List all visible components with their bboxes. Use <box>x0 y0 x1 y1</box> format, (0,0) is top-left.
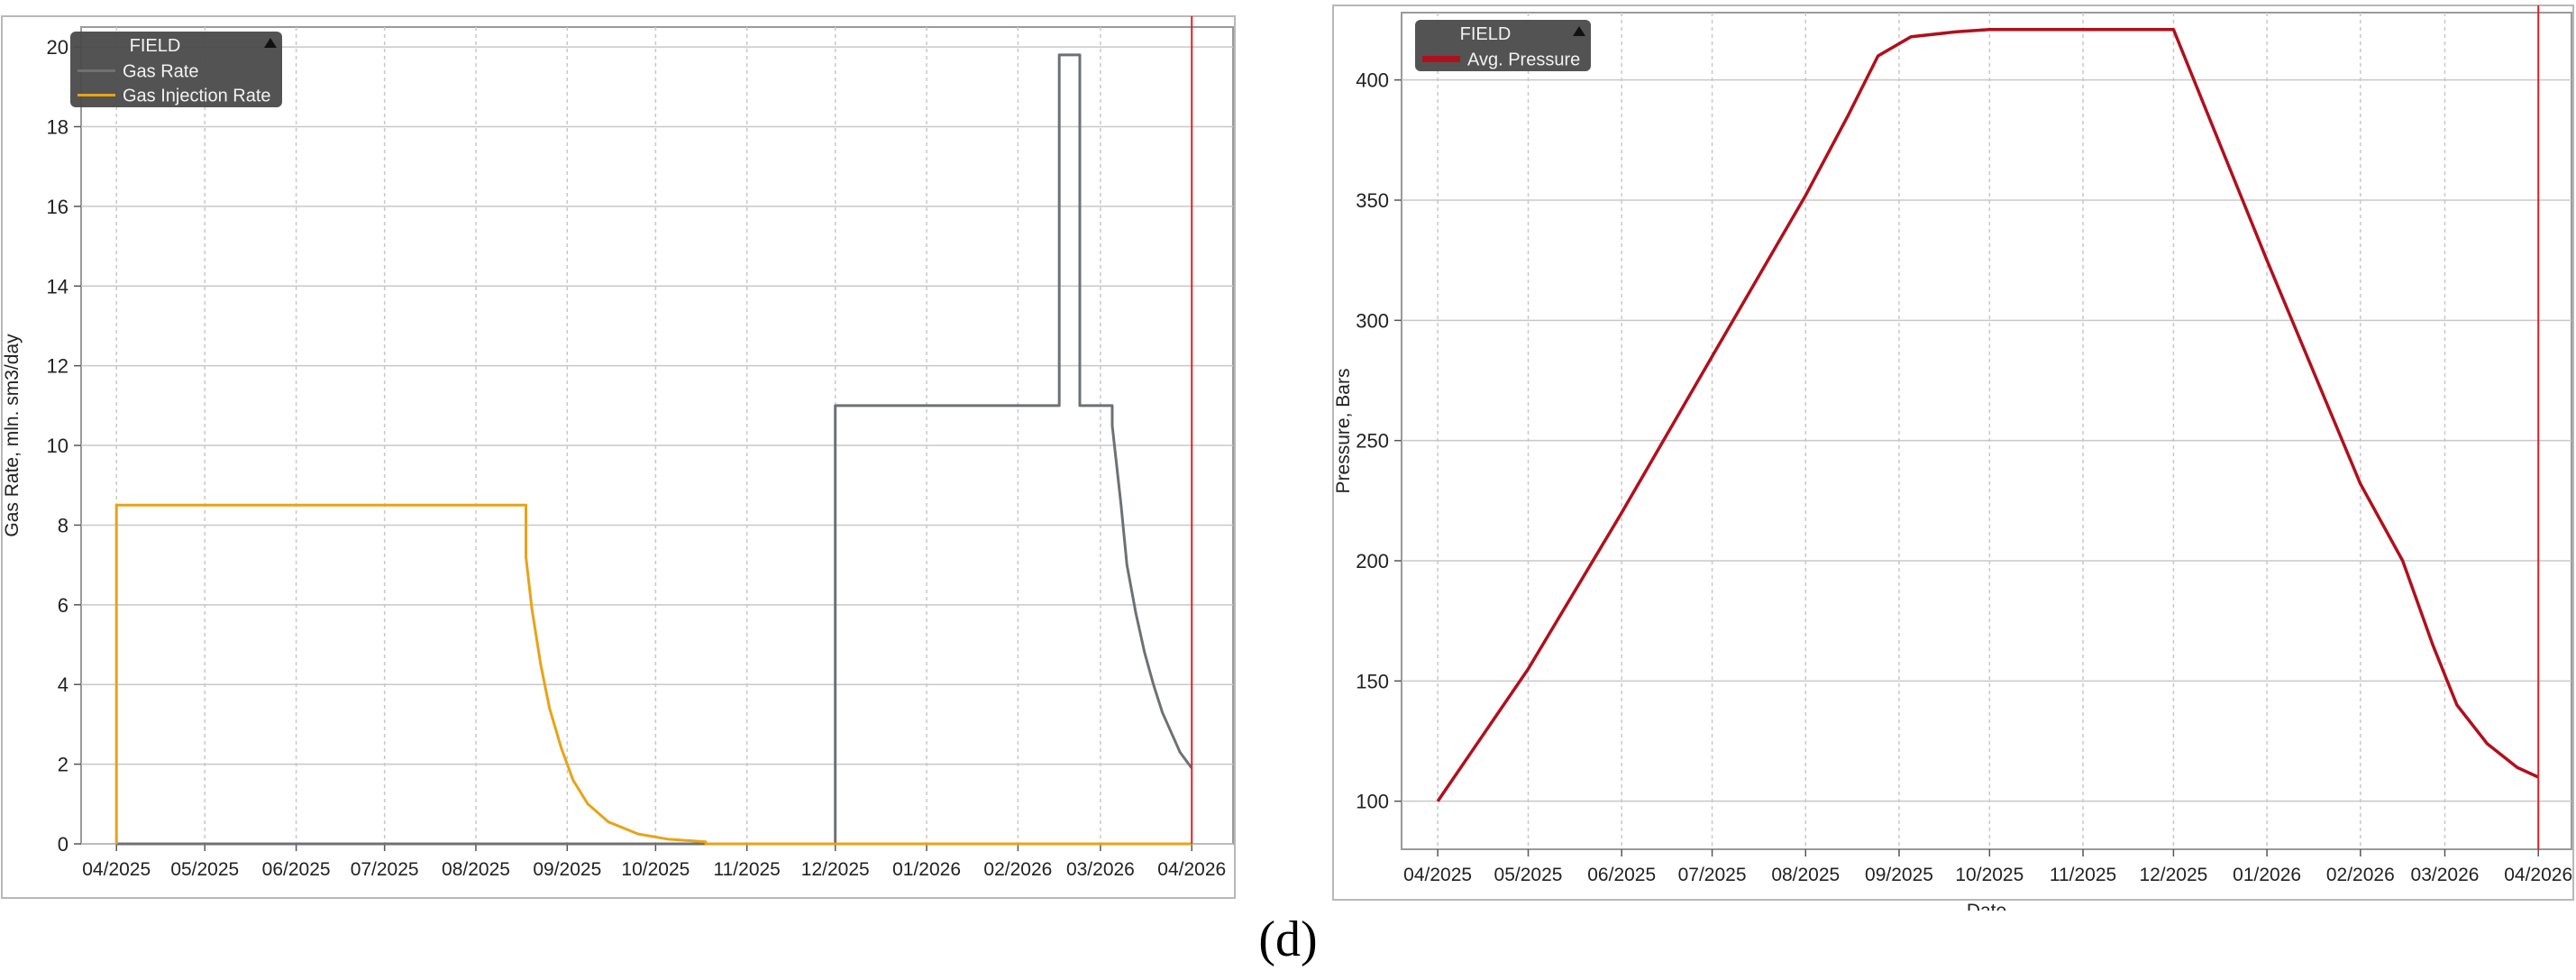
pressure-chart: 04/2025 05/2025 06/2025 07/2025 08/2025 09/20… <box>1332 5 2574 911</box>
x-tick-label: 09/2025 <box>533 859 601 880</box>
collapse-triangle-icon <box>264 38 277 48</box>
y-tick-label: 8 <box>58 514 69 536</box>
collapse-triangle-icon <box>1573 26 1585 36</box>
x-tick-label: 04/2026 <box>1157 859 1226 880</box>
y-tick-label: 150 <box>1356 670 1389 692</box>
y-tick-label: 14 <box>47 275 69 298</box>
legend: FIELD Gas Rate Gas Injection Rate <box>70 32 282 107</box>
x-tick-label: 08/2025 <box>1771 865 1840 885</box>
legend-box <box>70 32 282 107</box>
legend-title: FIELD <box>1460 24 1512 44</box>
x-tick-label: 01/2026 <box>892 859 961 880</box>
series-line-avg-pressure <box>1436 27 2539 802</box>
x-tick-label: 05/2025 <box>170 859 239 880</box>
y-axis-label: Pressure, Bars <box>1333 369 1354 494</box>
x-tick-label: 10/2025 <box>1955 865 2023 885</box>
x-tick-label: 02/2026 <box>2326 865 2395 885</box>
y-tick-label: 300 <box>1356 309 1389 332</box>
series-line-gas-injection-rate <box>114 503 1192 846</box>
plot-area <box>80 26 1234 845</box>
x-tick-label: 02/2026 <box>983 859 1052 880</box>
x-tick-label: 08/2025 <box>442 859 510 880</box>
x-tick-label: 09/2025 <box>1865 865 1933 885</box>
plot-area <box>1401 12 2572 850</box>
y-tick-label: 350 <box>1356 189 1389 212</box>
x-tick-label: 06/2025 <box>262 859 331 880</box>
y-tick-label: 100 <box>1356 791 1389 813</box>
legend-label: Avg. Pressure <box>1467 50 1580 70</box>
y-tick-label: 18 <box>47 115 69 138</box>
y-tick-label: 20 <box>47 36 69 59</box>
y-tick-label: 16 <box>47 196 69 218</box>
figure-caption: (d) <box>1258 911 1318 967</box>
legend-label: Gas Rate <box>123 62 198 82</box>
x-axis-label: Date <box>1967 901 2006 911</box>
x-tick-label: 10/2025 <box>621 859 690 880</box>
series-line-gas-rate <box>116 53 1193 846</box>
y-tick-label: 12 <box>47 355 69 378</box>
x-tick-label: 07/2025 <box>351 859 419 880</box>
gas-rate-chart: 04/2025 05/2025 06/2025 07/2025 08/2025 09/20… <box>1 15 1236 899</box>
y-tick-label: 6 <box>58 594 69 617</box>
y-tick-label: 0 <box>58 833 69 856</box>
x-tick-label: 04/2026 <box>2504 865 2572 885</box>
legend-label: Gas Injection Rate <box>123 87 271 106</box>
x-tick-label: 04/2025 <box>1403 865 1472 885</box>
x-tick-label: 11/2025 <box>714 859 781 880</box>
x-tick-label: 03/2026 <box>1066 859 1135 880</box>
y-tick-label: 200 <box>1356 550 1389 572</box>
y-tick-label: 250 <box>1356 430 1389 453</box>
x-tick-label: 11/2025 <box>2050 865 2116 885</box>
y-axis-label: Gas Rate, mln. sm3/day <box>2 334 23 537</box>
x-tick-label: 06/2025 <box>1587 865 1656 885</box>
y-tick-label: 4 <box>58 673 69 696</box>
x-tick-label: 05/2025 <box>1494 865 1563 885</box>
legend: FIELD Avg. Pressure <box>1415 20 1591 71</box>
y-tick-label: 400 <box>1356 69 1389 92</box>
x-tick-label: 12/2025 <box>2139 865 2207 885</box>
x-tick-label: 07/2025 <box>1678 865 1747 885</box>
x-tick-label: 01/2026 <box>2233 865 2301 885</box>
x-tick-label: 12/2025 <box>801 859 870 880</box>
y-tick-label: 10 <box>47 435 69 457</box>
x-tick-label: 03/2026 <box>2411 865 2480 885</box>
legend-title: FIELD <box>130 36 181 56</box>
y-tick-label: 2 <box>58 754 69 776</box>
x-tick-label: 04/2025 <box>82 859 151 880</box>
